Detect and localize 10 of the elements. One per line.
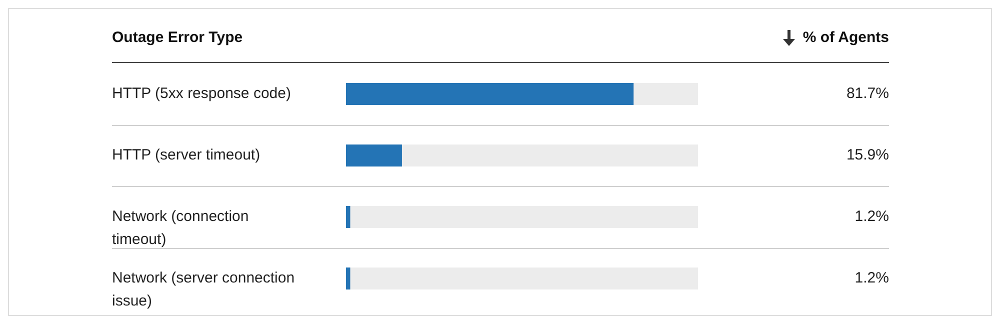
y-tick-label: Network (connection timeout) (112, 208, 249, 248)
text: % of Agents (802, 29, 889, 46)
data-label: 1.2% (854, 208, 889, 225)
y-tick-label: HTTP (server timeout) (112, 146, 260, 164)
y-tick-label: HTTP (5xx response code) (112, 84, 291, 102)
y-tick-label: Network (server connection issue) (112, 269, 295, 310)
data-label: 81.7% (846, 84, 889, 102)
data-label: 1.2% (854, 269, 889, 286)
data-label: 15.9% (846, 146, 889, 164)
text: Outage Error Type (112, 29, 243, 46)
